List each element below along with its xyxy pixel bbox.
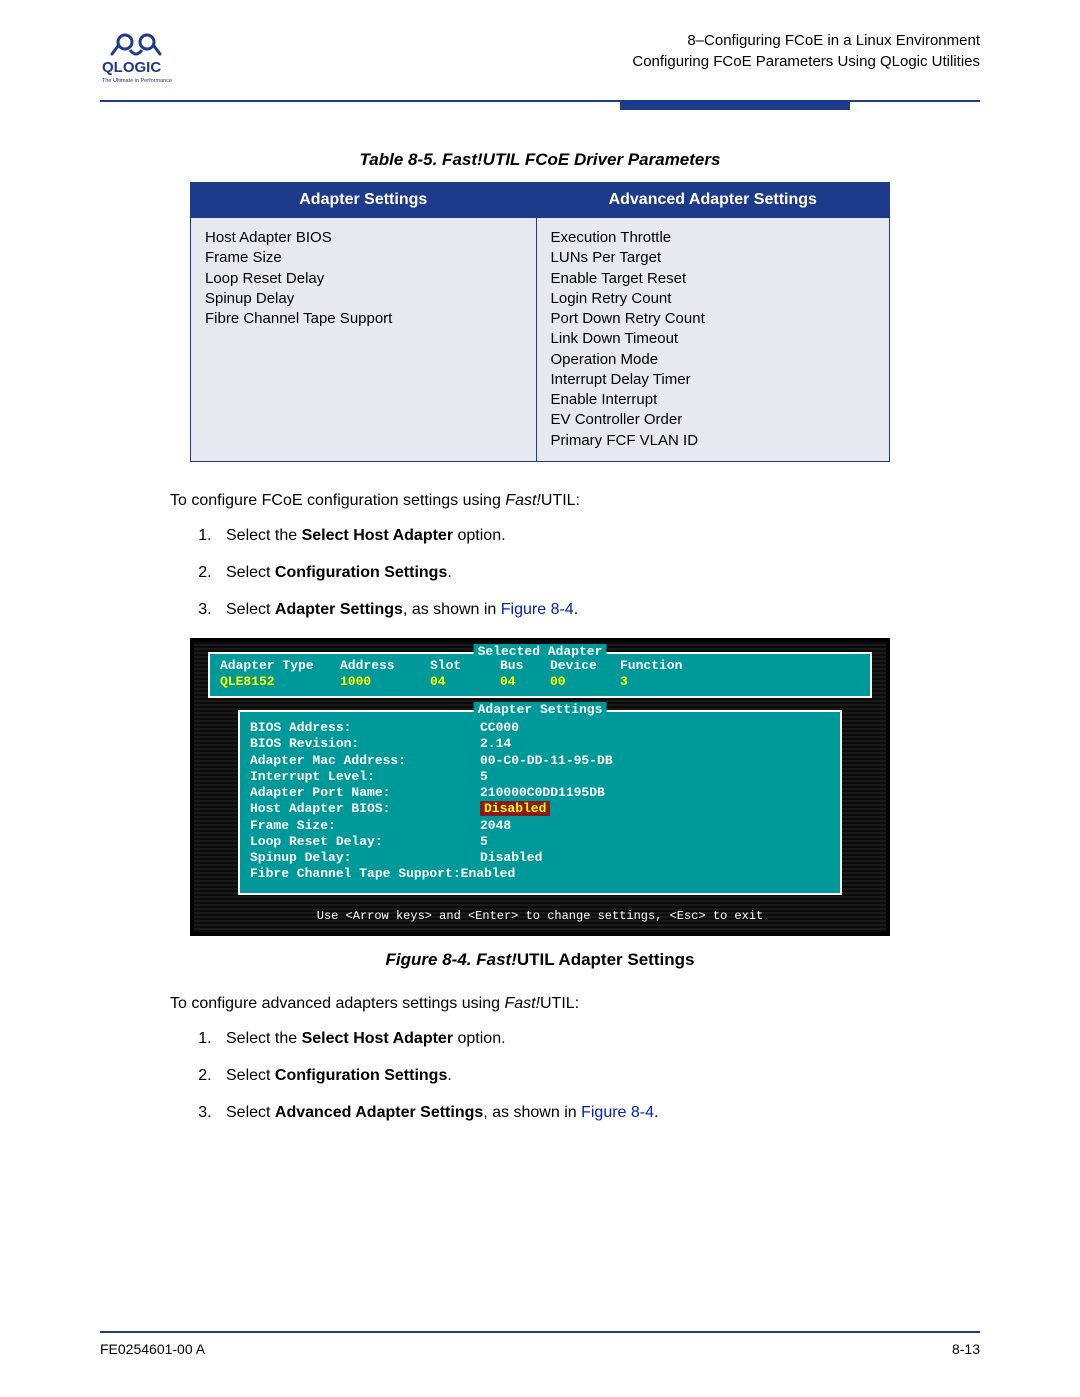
step-3b: Select Advanced Adapter Settings, as sho… [216, 1099, 980, 1126]
intro-text-1: To configure FCoE configuration settings… [170, 487, 980, 514]
parameters-table: Adapter Settings Advanced Adapter Settin… [190, 182, 890, 462]
setting-row: Host Adapter BIOS:Disabled [250, 801, 830, 817]
steps-list-2: Select the Select Host Adapter option. S… [216, 1025, 980, 1127]
step-1b: Select the Select Host Adapter option. [216, 1025, 980, 1052]
header-accent [620, 102, 850, 110]
page-header: QLOGIC The Ultimate in Performance 8–Con… [100, 30, 980, 90]
figure-caption: Figure 8-4. Fast!UTIL Adapter Settings [100, 950, 980, 970]
setting-row: Adapter Mac Address:00-C0-DD-11-95-DB [250, 753, 830, 769]
step-1: Select the Select Host Adapter option. [216, 522, 980, 549]
footer-right: 8-13 [952, 1341, 980, 1357]
table-cell-adapter: Host Adapter BIOS Frame Size Loop Reset … [191, 218, 537, 462]
figure-link-2[interactable]: Figure 8-4 [581, 1104, 654, 1121]
page-footer: FE0254601-00 A 8-13 [100, 1331, 980, 1357]
step-2: Select Configuration Settings. [216, 559, 980, 586]
setting-row: Interrupt Level:5 [250, 769, 830, 785]
logo-tagline: The Ultimate in Performance [102, 78, 172, 84]
setting-row: Fibre Channel Tape Support:Enabled [250, 866, 830, 882]
setting-row: BIOS Address:CC000 [250, 720, 830, 736]
setting-row: BIOS Revision:2.14 [250, 736, 830, 752]
intro-text-2: To configure advanced adapters settings … [170, 990, 980, 1017]
steps-list-1: Select the Select Host Adapter option. S… [216, 522, 980, 624]
logo-text: QLOGIC [102, 59, 161, 76]
setting-row: Loop Reset Delay:5 [250, 834, 830, 850]
table-header-1: Adapter Settings [191, 183, 537, 218]
header-line1: 8–Configuring FCoE in a Linux Environmen… [632, 30, 980, 51]
terminal-footer: Use <Arrow keys> and <Enter> to change s… [208, 905, 872, 924]
selected-adapter-box: Selected Adapter Adapter Type Address Sl… [208, 652, 872, 699]
setting-row: Adapter Port Name:210000C0DD1195DB [250, 785, 830, 801]
setting-row: Spinup Delay:Disabled [250, 850, 830, 866]
setting-row: Frame Size:2048 [250, 818, 830, 834]
table-caption: Table 8-5. Fast!UTIL FCoE Driver Paramet… [100, 150, 980, 170]
adapter-settings-box: Adapter Settings BIOS Address:CC000BIOS … [238, 710, 842, 895]
table-cell-advanced: Execution Throttle LUNs Per Target Enabl… [536, 218, 889, 462]
terminal-screenshot: Selected Adapter Adapter Type Address Sl… [190, 638, 890, 936]
table-header-2: Advanced Adapter Settings [536, 183, 889, 218]
step-3: Select Adapter Settings, as shown in Fig… [216, 596, 980, 623]
figure-link[interactable]: Figure 8-4 [501, 601, 574, 618]
footer-left: FE0254601-00 A [100, 1341, 205, 1357]
logo: QLOGIC The Ultimate in Performance [100, 30, 200, 90]
step-2b: Select Configuration Settings. [216, 1062, 980, 1089]
header-line2: Configuring FCoE Parameters Using QLogic… [632, 51, 980, 72]
